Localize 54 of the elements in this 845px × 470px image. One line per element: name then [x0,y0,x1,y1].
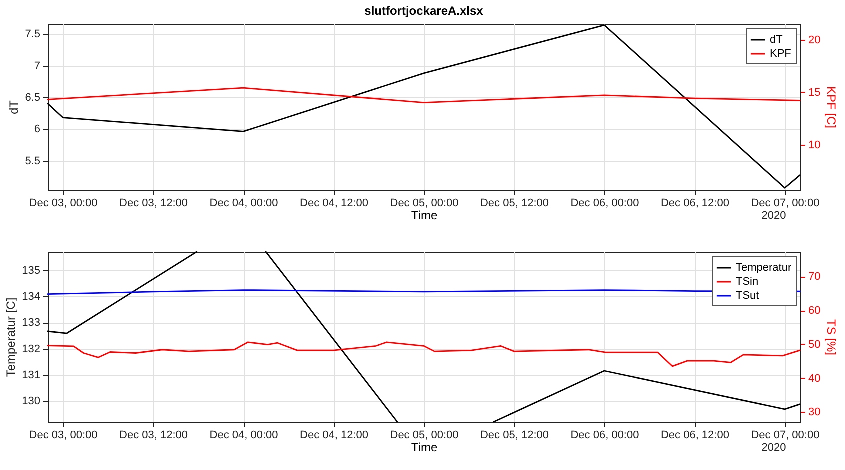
x-tick-label: Dec 03, 00:00 [29,430,98,442]
legend-label: TSut [736,290,760,302]
x-tick-label: Dec 05, 12:00 [480,430,549,442]
y-tick-label: 135 [22,264,40,277]
y-tick-label: 7 [34,60,40,72]
y2-tick-label: 15 [808,86,821,99]
x-tick-label: Dec 07, 00:00 [751,198,820,210]
legend-label: TSin [736,276,759,288]
x-tick-label: Dec 06, 12:00 [660,198,730,210]
y-tick-label: 134 [22,290,40,303]
x-tick-label: Dec 03, 12:00 [120,430,188,442]
x-tick-label: Dec 04, 12:00 [300,198,369,210]
x-tick-label: Dec 06, 12:00 [660,430,730,442]
x-axis-title: Time [411,440,438,454]
x-tick-label: Dec 03, 12:00 [120,198,188,210]
y-axis-title: dT [7,100,22,115]
line-series [47,87,801,104]
y2-axis-title: TS [%] [824,319,839,356]
y-tick-label: 133 [22,317,40,330]
x-tick-label: Dec 04, 12:00 [300,430,369,442]
line-series [47,24,801,189]
y2-axis-title: KPF [C] [824,86,839,129]
line-series [47,342,801,368]
x-tick-label: Dec 04, 00:00 [210,430,278,442]
y2-tick-label: 40 [808,372,821,385]
y-tick-label: 132 [22,343,40,356]
text: 2020 [762,210,786,222]
x-tick-label: Dec 06, 00:00 [570,430,640,442]
y2-tick-label: 50 [808,338,821,351]
x-tick-label: Dec 05, 00:00 [390,198,459,210]
y-tick-label: 6 [34,124,40,136]
y2-tick-label: 10 [808,139,821,152]
x-tick-label: Dec 06, 00:00 [570,198,640,210]
y-tick-label: 6.5 [25,92,40,104]
y-axis-title: Temperatur [C] [4,298,18,378]
y-tick-label: 130 [22,396,40,408]
x-tick-label: Dec 07, 00:00 [751,430,820,442]
chart-title: slutfortjockareA.xlsx [364,4,484,18]
legend-label: KPF [770,48,792,60]
x-axis-title: Time [411,208,438,222]
y2-tick-label: 20 [808,34,821,46]
x-tick-label: Dec 05, 00:00 [390,430,459,442]
x-tick-label: Dec 03, 00:00 [29,198,98,210]
y-tick-label: 131 [22,369,40,382]
text: 2020 [762,442,786,454]
x-tick-label: Dec 04, 00:00 [210,198,278,210]
y2-tick-label: 30 [808,406,821,419]
legend-label: Temperatur [736,262,792,274]
y2-tick-label: 60 [808,305,821,318]
x-tick-label: Dec 05, 12:00 [480,198,549,210]
y-tick-label: 7.5 [25,28,40,41]
legend-label: dT [770,34,784,46]
y-tick-label: 5.5 [25,155,40,168]
y2-tick-label: 70 [808,271,821,284]
